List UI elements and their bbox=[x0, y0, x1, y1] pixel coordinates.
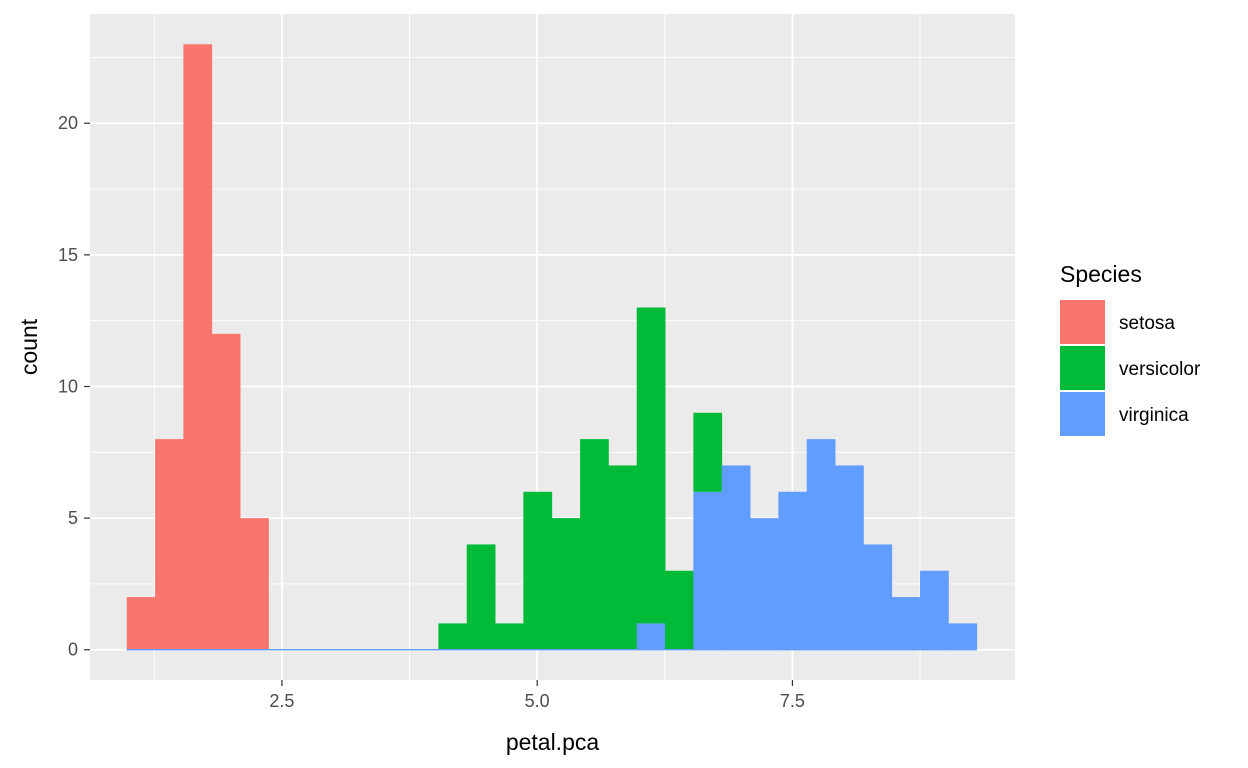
y-tick-label: 20 bbox=[58, 113, 78, 133]
bars bbox=[126, 44, 978, 651]
legend-title: Species bbox=[1060, 261, 1142, 287]
bar-virginica bbox=[750, 518, 779, 650]
y-axis-title: count bbox=[16, 318, 42, 375]
y-tick-label: 10 bbox=[58, 376, 78, 396]
bar-virginica bbox=[835, 465, 864, 650]
legend-key-virginica bbox=[1060, 392, 1105, 436]
legend-label-setosa: setosa bbox=[1119, 313, 1175, 334]
bar-virginica bbox=[693, 491, 723, 650]
legend-key-setosa bbox=[1060, 300, 1105, 344]
legend-key-versicolor bbox=[1060, 346, 1105, 390]
y-tick-label: 15 bbox=[58, 245, 78, 265]
bar-virginica bbox=[948, 623, 978, 650]
legend-label-versicolor: versicolor bbox=[1119, 359, 1201, 380]
y-axis: 0 5 10 15 20 bbox=[58, 113, 90, 660]
x-tick-label: 7.5 bbox=[780, 691, 805, 711]
bar-setosa bbox=[183, 44, 213, 650]
bar-versicolor bbox=[665, 570, 694, 650]
bar-versicolor bbox=[438, 623, 468, 650]
bar-virginica bbox=[636, 623, 666, 650]
bar-virginica bbox=[920, 570, 949, 650]
bar-versicolor bbox=[693, 412, 723, 492]
x-tick-label: 5.0 bbox=[525, 691, 550, 711]
bar-versicolor bbox=[608, 465, 638, 650]
bar-setosa bbox=[211, 333, 241, 650]
bar-versicolor bbox=[551, 518, 581, 650]
y-tick-label: 0 bbox=[68, 640, 78, 660]
bar-virginica bbox=[778, 491, 808, 650]
bar-virginica bbox=[891, 597, 921, 650]
legend-label-virginica: virginica bbox=[1119, 405, 1189, 426]
bar-versicolor bbox=[495, 623, 524, 650]
bar-versicolor bbox=[523, 491, 553, 650]
x-tick-label: 2.5 bbox=[269, 691, 294, 711]
legend: Species setosa versicolor virginica bbox=[1060, 261, 1201, 436]
bar-setosa bbox=[240, 518, 269, 650]
bar-versicolor bbox=[466, 544, 496, 650]
bar-versicolor bbox=[580, 439, 609, 650]
bar-versicolor bbox=[636, 307, 666, 624]
bar-virginica bbox=[863, 544, 893, 650]
bar-setosa bbox=[155, 439, 184, 650]
y-tick-label: 5 bbox=[68, 508, 78, 528]
bar-setosa bbox=[126, 597, 156, 650]
x-axis-title: petal.pca bbox=[506, 729, 600, 755]
bar-virginica bbox=[721, 465, 751, 650]
x-axis: 2.5 5.0 7.5 bbox=[269, 680, 805, 711]
bar-virginica bbox=[806, 439, 836, 650]
